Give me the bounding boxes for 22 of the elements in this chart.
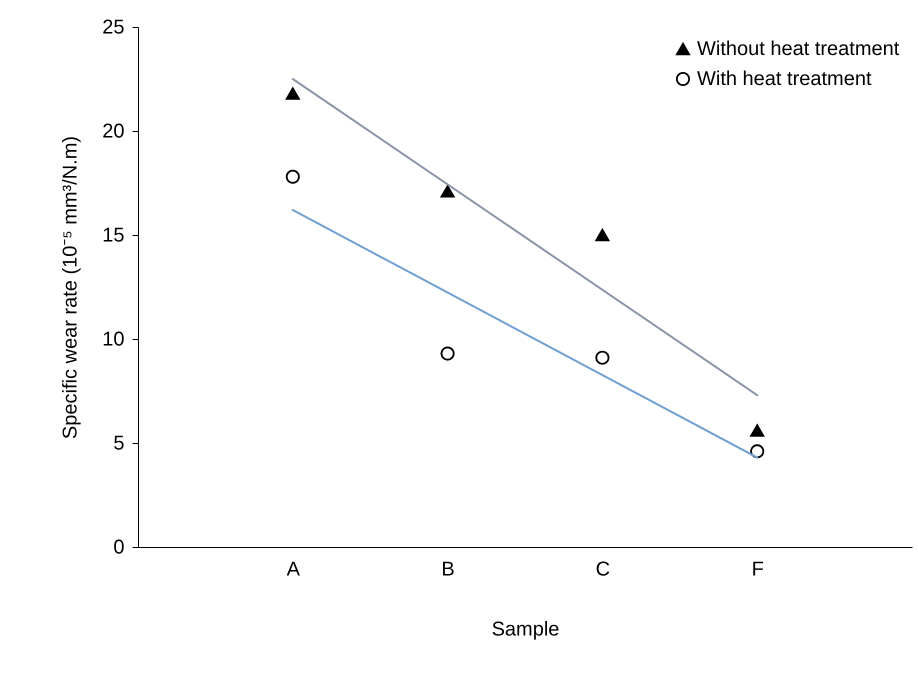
point <box>440 185 455 198</box>
y-tick-label: 15 <box>102 224 124 246</box>
legend-label: With heat treatment <box>697 68 872 90</box>
point <box>595 228 610 242</box>
x-axis-title: Sample <box>492 618 560 640</box>
point <box>750 424 764 437</box>
legend-label: Without heat treatment <box>697 38 900 60</box>
y-tick-label: 20 <box>102 120 124 142</box>
y-tick-label: 0 <box>113 536 124 558</box>
y-tick-label: 25 <box>102 16 124 38</box>
y-tick-label: 5 <box>113 432 124 454</box>
point <box>440 346 455 361</box>
point <box>595 350 610 365</box>
point <box>286 170 300 184</box>
x-tick-label: C <box>596 558 610 580</box>
x-tick-label: F <box>752 558 764 580</box>
point <box>286 87 300 100</box>
y-axis-title: Specific wear rate (10⁻⁵ mm³/N.m) <box>59 136 82 440</box>
x-tick-label: A <box>286 558 301 580</box>
y-tick-label: 10 <box>102 328 124 350</box>
point <box>750 444 764 458</box>
x-tick-label: B <box>441 558 455 580</box>
